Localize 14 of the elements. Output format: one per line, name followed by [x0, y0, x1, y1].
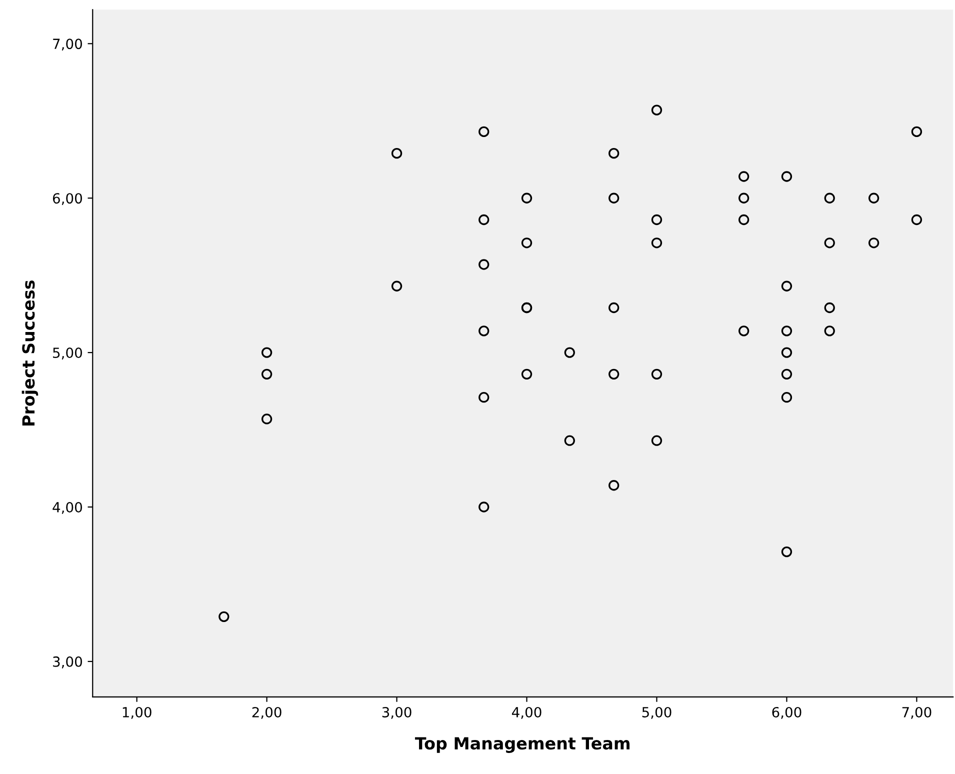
x-tick-label: 3,00 [382, 706, 412, 719]
x-tick-label: 7,00 [902, 706, 932, 719]
y-tick-label: 4,00 [52, 502, 82, 514]
y-tick-label: 6,00 [52, 193, 82, 205]
x-tick-label: 5,00 [642, 706, 672, 719]
y-axis-title: Project Success [22, 280, 38, 426]
x-tick-label: 4,00 [512, 706, 542, 719]
x-tick-label: 6,00 [772, 706, 802, 719]
x-tick-label: 2,00 [252, 706, 282, 719]
y-tick-label: 3,00 [53, 656, 82, 668]
x-axis-title: Top Management Team [414, 737, 630, 753]
y-tick-label: 5,00 [53, 348, 82, 360]
y-tick-label: 7,00 [53, 38, 82, 51]
x-tick-label: 1,00 [122, 706, 152, 719]
